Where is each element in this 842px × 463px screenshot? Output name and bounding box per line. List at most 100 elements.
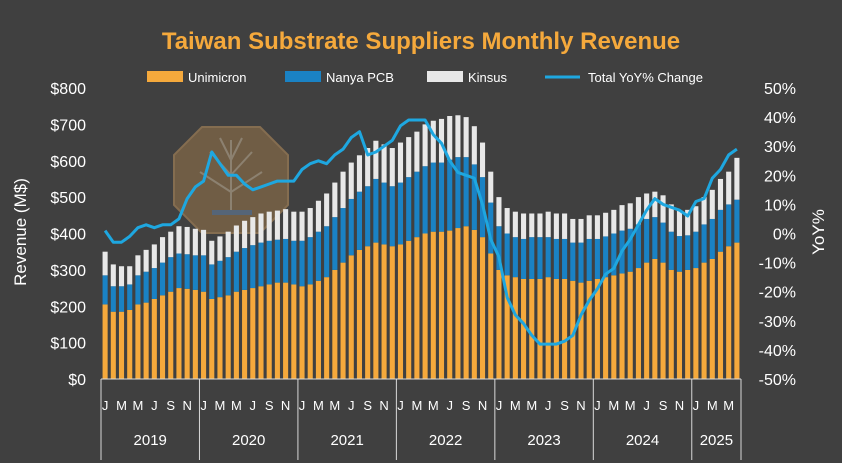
legend-label-kinsus: Kinsus [468,70,508,85]
bar-nanya-pcb [717,209,724,252]
legend-swatch-unimicron [147,71,183,82]
bar-kinsus [299,211,305,241]
bar-kinsus [414,131,420,172]
bar-unimicron [110,311,116,379]
bar-nanya-pcb [529,237,535,279]
y-tick-left: $800 [50,81,86,98]
bar-unimicron [397,244,404,379]
x-tick-month: N [478,398,487,413]
x-tick-year: 2023 [527,432,560,449]
bar-kinsus [356,155,363,192]
bar-kinsus [274,210,280,240]
x-tick-month: S [363,398,372,413]
bar-kinsus [553,213,559,239]
x-tick-month: M [116,398,127,413]
bar-unimicron [496,269,502,379]
bar-unimicron [118,311,125,379]
x-tick-month: N [182,398,191,413]
bar-unimicron [274,282,280,379]
bar-nanya-pcb [496,226,502,270]
bar-kinsus [734,157,740,200]
bar-nanya-pcb [430,162,436,232]
bar-kinsus [348,162,354,199]
bar-nanya-pcb [151,268,157,299]
bar-unimicron [356,249,363,379]
bar-unimicron [717,251,724,379]
x-tick-month: J [693,398,700,413]
bar-kinsus [627,203,633,229]
y-tick-left: $500 [50,190,86,207]
bar-nanya-pcb [668,231,674,270]
y-tick-right: -20% [759,285,796,302]
x-tick-year: 2024 [626,432,659,449]
x-tick-year: 2025 [700,432,733,449]
bar-unimicron [726,246,732,379]
bar-unimicron [537,278,543,379]
bar-nanya-pcb [110,286,116,312]
y-tick-left: $300 [50,263,86,280]
bar-unimicron [225,295,231,379]
bar-unimicron [389,246,395,379]
bar-nanya-pcb [102,275,108,305]
bar-unimicron [233,291,239,379]
legend-label-yoy: Total YoY% Change [588,70,703,85]
bar-kinsus [324,193,330,227]
bar-kinsus [529,213,535,238]
bar-nanya-pcb [340,208,346,263]
bar-kinsus [184,226,190,255]
x-tick-month: N [281,398,290,413]
bar-kinsus [159,237,166,263]
bar-unimicron [192,289,198,379]
bar-unimicron [545,277,551,379]
bar-kinsus [373,140,379,179]
yoy-line-group [103,118,738,346]
bar-nanya-pcb [611,233,617,276]
bar-kinsus [266,211,272,241]
y-axis-left: $0 $100 $200 $300 $400 $500 $600 $700 $800 [50,81,86,389]
bar-nanya-pcb [274,239,280,283]
bar-unimicron [521,278,527,379]
x-tick-month: J [594,398,601,413]
bar-unimicron [381,244,387,379]
bar-unimicron [315,280,321,379]
bar-unimicron [406,240,412,379]
bar-unimicron [471,229,477,379]
x-tick-month: N [675,398,684,413]
bar-nanya-pcb [652,217,658,259]
bar-kinsus [118,266,125,287]
x-tick-month: M [510,398,521,413]
bar-nanya-pcb [594,238,600,279]
bar-nanya-pcb [118,286,125,312]
y-tick-right: -30% [759,314,796,331]
bar-nanya-pcb [242,248,248,290]
bar-unimicron [209,298,215,379]
bar-kinsus [693,206,699,232]
bar-kinsus [455,115,461,158]
bar-kinsus [701,197,707,225]
bar-unimicron [422,233,428,379]
bar-nanya-pcb [537,237,543,279]
bar-kinsus [562,213,568,239]
bar-kinsus [504,208,510,234]
bar-nanya-pcb [324,226,330,278]
bar-unimicron [324,277,330,379]
bar-nanya-pcb [348,198,354,256]
bar-unimicron [159,295,166,379]
bar-nanya-pcb [332,217,338,270]
bar-kinsus [168,231,174,258]
x-tick-month: M [329,398,340,413]
y-tick-right: 40% [764,110,796,127]
bar-unimicron [635,268,641,379]
x-tick-month: M [428,398,439,413]
bar-nanya-pcb [726,204,732,247]
bar-nanya-pcb [135,275,141,305]
chart-title: Taiwan Substrate Suppliers Monthly Reven… [162,28,680,55]
bar-nanya-pcb [283,238,289,283]
bar-unimicron [283,282,289,379]
bar-unimicron [709,258,715,379]
bar-kinsus [225,231,231,258]
bar-kinsus [397,142,404,183]
bar-nanya-pcb [159,262,166,296]
